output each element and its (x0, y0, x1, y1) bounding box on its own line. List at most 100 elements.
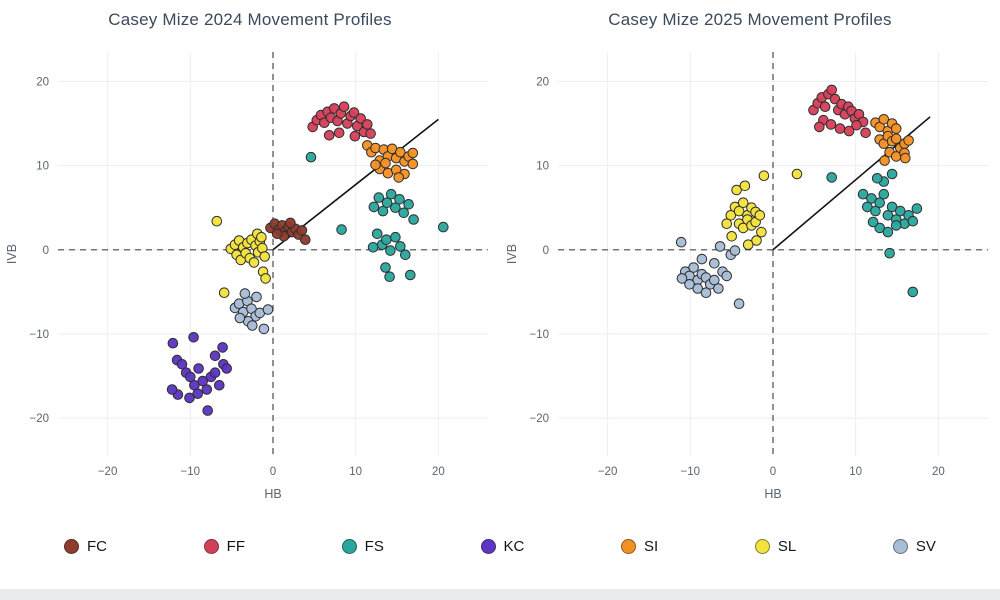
point-FS (895, 205, 906, 217)
x-tick-label: −10 (181, 466, 201, 478)
point-FS (907, 215, 919, 227)
y-tick-label: −20 (29, 413, 49, 425)
point-SV (713, 283, 724, 294)
point-FS (826, 172, 838, 183)
point-FS (882, 226, 894, 238)
point-FS (884, 247, 895, 259)
point-FS (380, 262, 391, 273)
point-FS (371, 228, 383, 240)
legend-label-FS: FS (364, 538, 384, 555)
point-SL (259, 251, 271, 262)
legend: FC FF FS KC SI SL SV (0, 508, 1000, 555)
point-FS (381, 234, 392, 245)
point-SL (260, 273, 271, 284)
point-FS (438, 221, 449, 233)
point-SL (211, 215, 223, 227)
series-FS (826, 168, 923, 298)
point-FS (400, 249, 411, 261)
point-FS (390, 202, 401, 213)
point-FS (890, 220, 902, 231)
y-tick-label: −10 (529, 329, 549, 341)
series-FS (305, 151, 449, 282)
point-SV (234, 312, 246, 324)
legend-item-FS: FS (341, 538, 384, 555)
chart-panel-2024: Casey Mize 2024 Movement Profiles −20 −10… (0, 0, 500, 508)
point-SV (684, 279, 695, 290)
x-tick-label: 10 (349, 466, 362, 478)
point-KC (209, 367, 221, 379)
x-tick-label: 0 (270, 466, 276, 478)
point-SL (758, 170, 770, 181)
point-SI (407, 147, 419, 159)
legend-item-FF: FF (203, 538, 245, 555)
point-SV (700, 287, 712, 298)
point-SI (900, 152, 911, 164)
x-tick-label: 20 (432, 466, 445, 478)
chart-title-2025: Casey Mize 2025 Movement Profiles (608, 10, 892, 29)
point-KC (217, 342, 228, 353)
point-SV (262, 304, 274, 315)
point-SL (256, 231, 267, 243)
legend-item-SL: SL (754, 538, 797, 555)
point-KC (214, 380, 225, 391)
point-SL (248, 257, 260, 268)
point-FS (385, 245, 396, 256)
point-SV (247, 320, 258, 331)
point-SI (407, 158, 419, 170)
point-FS (878, 188, 890, 200)
point-KC (201, 384, 213, 395)
point-SL (731, 184, 742, 196)
point-FF (355, 113, 367, 124)
point-SL (218, 287, 230, 298)
point-FF (826, 84, 838, 96)
point-SV (239, 288, 251, 299)
point-FF (851, 119, 862, 131)
point-FS (403, 199, 414, 210)
point-SL (751, 235, 762, 246)
point-FF (825, 119, 837, 130)
legend-swatch-FF (203, 539, 219, 554)
x-tick-label: 0 (770, 466, 776, 478)
point-FF (860, 127, 871, 139)
point-FS (305, 151, 317, 163)
point-FS (857, 188, 869, 200)
point-SV (709, 274, 720, 286)
y-tick-label: −20 (529, 413, 549, 425)
series-KC (166, 332, 232, 416)
point-FS (368, 201, 380, 213)
x-tick-label: −20 (598, 466, 618, 478)
point-SV (733, 298, 745, 310)
point-FS (405, 269, 416, 281)
point-FS (390, 231, 401, 243)
legend-swatch-SI (621, 539, 637, 554)
point-FF (349, 130, 361, 142)
point-FS (408, 214, 419, 225)
x-axis-title: HB (764, 487, 781, 501)
y-tick-label: 0 (543, 245, 549, 257)
point-SI (890, 133, 902, 144)
scatter-chart-2024: −20 −10 0 10 20 −20 −10 0 10 20 HB IVB (5, 52, 488, 501)
point-SV (676, 273, 688, 284)
legend-item-KC: KC (480, 538, 524, 555)
legend-swatch-SV (892, 539, 908, 554)
point-SI (380, 157, 391, 169)
point-SV (675, 236, 687, 248)
series-SL (721, 168, 803, 250)
point-FS (395, 241, 406, 252)
point-FF (819, 101, 831, 112)
x-tick-label: 20 (932, 466, 945, 478)
point-FS (385, 188, 397, 200)
chart-title-2024: Casey Mize 2024 Movement Profiles (108, 10, 392, 29)
point-SV (696, 253, 708, 265)
legend-label-FC: FC (87, 538, 107, 555)
legend-label-SL: SL (777, 538, 797, 555)
point-FS (886, 201, 898, 213)
y-axis-title: IVB (505, 244, 519, 264)
legend-label-SI: SI (644, 538, 659, 555)
point-FF (814, 121, 825, 133)
point-KC (209, 350, 221, 362)
point-KC (221, 363, 232, 374)
charts-row: Casey Mize 2024 Movement Profiles −20 −10… (0, 0, 988, 508)
point-FF (834, 123, 846, 134)
point-FS (874, 222, 886, 234)
